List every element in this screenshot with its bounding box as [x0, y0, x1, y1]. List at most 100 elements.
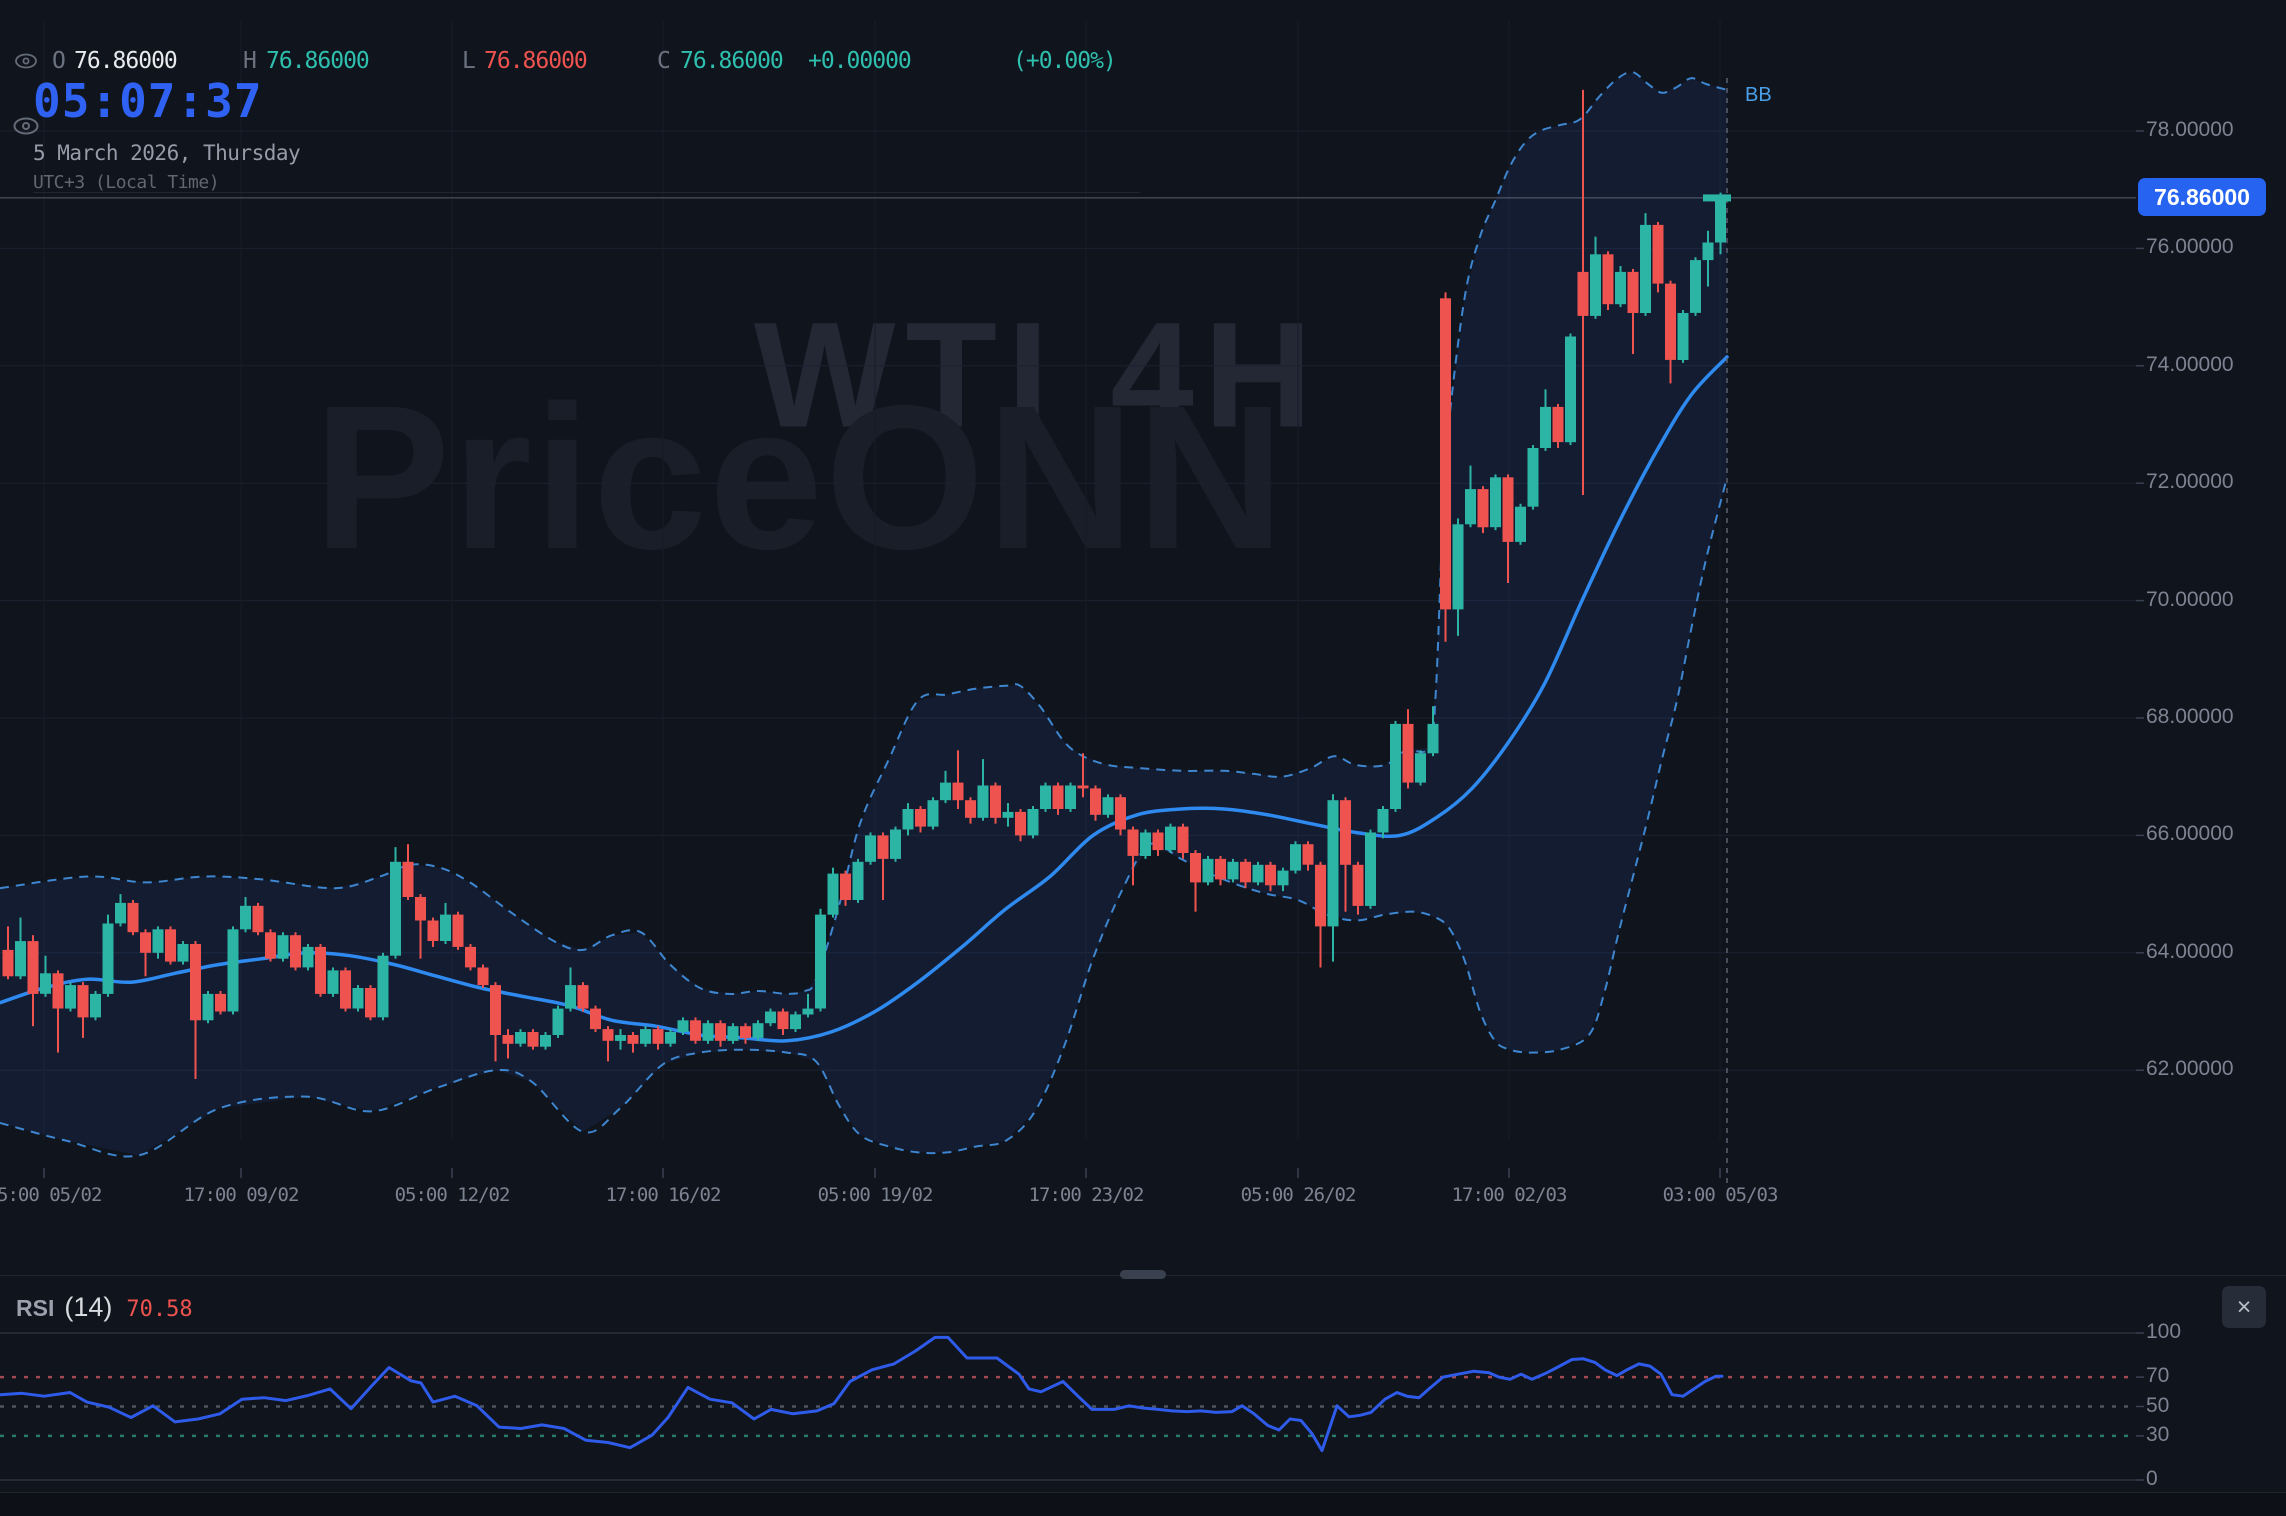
candle-body-up	[152, 929, 164, 953]
candle-body-up	[852, 861, 864, 900]
candle-body-up	[1527, 448, 1539, 507]
price-axis-label: 78.00000	[2146, 118, 2234, 141]
candle-body-down	[77, 985, 89, 1018]
clock-visibility-eye-icon[interactable]	[12, 115, 40, 142]
candle-body-up	[1490, 477, 1501, 528]
candle-body-up	[1227, 861, 1239, 880]
pane-resize-handle[interactable]	[1120, 1270, 1166, 1279]
bb-indicator-label: BB	[1745, 84, 1772, 106]
candle-body-up	[1677, 313, 1689, 360]
info-divider-line	[33, 192, 1140, 193]
candle-body-up	[1515, 506, 1526, 542]
candle-body-up	[1040, 785, 1051, 809]
change-percent-value: (+0.00%)	[1013, 48, 1117, 74]
price-axis-label: 66.00000	[2146, 822, 2234, 846]
low-value: 76.86000	[484, 48, 588, 74]
candle-body-up	[302, 946, 314, 968]
candle-body-up	[665, 1032, 676, 1044]
session-clock: 05:07:37	[33, 74, 263, 128]
candle-body-down	[627, 1035, 639, 1044]
candle-body-down	[590, 1008, 601, 1030]
candle-body-up	[677, 1020, 689, 1032]
candle-body-down	[1577, 271, 1589, 316]
candle-body-up	[102, 923, 114, 994]
last-close-tick	[1703, 194, 1731, 202]
candle-body-down	[340, 970, 351, 1009]
candle-body-up	[1065, 785, 1076, 809]
candle-body-down	[427, 920, 439, 941]
candle-body-down	[1302, 844, 1314, 865]
price-axis-label: 74.00000	[2146, 352, 2234, 376]
candle-body-down	[265, 932, 276, 959]
candle-body-down	[140, 932, 151, 953]
candle-body-down	[1240, 861, 1251, 883]
last-price-badge: 76.86000	[2138, 178, 2266, 216]
timezone-label: UTC+3 (Local Time)	[33, 172, 220, 193]
candle-body-down	[165, 929, 176, 962]
candle-body-up	[977, 785, 989, 818]
price-axis-label: 76.00000	[2146, 235, 2234, 259]
candle-body-up	[227, 929, 239, 1012]
candle-body-up	[540, 1035, 551, 1047]
candle-body-up	[865, 835, 876, 862]
rsi-close-button[interactable]: ×	[2222, 1286, 2266, 1328]
close-label: C	[657, 48, 671, 74]
candle-body-up	[752, 1023, 764, 1038]
candle-body-down	[452, 914, 464, 947]
candle-body-down	[1552, 406, 1564, 443]
candle-body-down	[402, 861, 414, 897]
candle-body-up	[640, 1029, 651, 1044]
candle-body-up	[1027, 809, 1039, 836]
price-axis-label: 62.00000	[2146, 1057, 2234, 1081]
candle-body-up	[565, 985, 576, 1009]
candle-body-down	[1215, 858, 1226, 880]
candle-body-up	[1390, 723, 1401, 809]
candle-body-down	[1090, 788, 1101, 815]
candle-body-up	[277, 935, 289, 959]
candle-body-down	[690, 1020, 701, 1041]
candle-body-up	[802, 1008, 814, 1015]
candle-body-up	[1702, 242, 1714, 261]
bb-upper-band	[0, 71, 1728, 995]
candle-body-up	[1565, 336, 1576, 443]
candle-body-down	[2, 949, 14, 977]
rsi-axis-label: 100	[2146, 1320, 2182, 1343]
candle-body-down	[1627, 271, 1639, 313]
candle-body-up	[202, 993, 214, 1021]
candle-body-up	[1427, 723, 1439, 754]
candle-body-up	[115, 902, 126, 924]
candle-body-down	[990, 785, 1001, 818]
candle-body-up	[90, 993, 101, 1018]
bb-lower-band	[0, 477, 1728, 1158]
candle-body-down	[1127, 829, 1139, 856]
candle-body-down	[1077, 785, 1089, 789]
time-axis-label: 05:00 05/02	[0, 1184, 102, 1206]
candle-body-down	[477, 967, 489, 986]
change-value: +0.00000	[808, 48, 912, 74]
candle-body-up	[927, 800, 939, 827]
candle-body-down	[577, 985, 589, 1009]
candle-body-up	[940, 782, 951, 801]
candle-body-up	[765, 1011, 776, 1024]
candle-body-down	[52, 973, 64, 1009]
candle-body-down	[290, 935, 301, 968]
candle-body-up	[1415, 753, 1426, 783]
candle-body-down	[952, 782, 964, 801]
bottom-toolbar-strip	[0, 1492, 2286, 1516]
candle-body-up	[240, 905, 251, 930]
watermark-brand: PriceONN	[313, 363, 1287, 592]
bb-band-fill	[0, 72, 1727, 1156]
open-label: O	[52, 48, 66, 74]
candle-body-up	[1690, 260, 1701, 313]
candle-body-up	[890, 829, 901, 859]
series-visibility-eye-icon[interactable]	[14, 50, 38, 76]
price-axis-label: 72.00000	[2146, 470, 2234, 494]
date-label: 5 March 2026, Thursday	[33, 141, 301, 165]
candle-body-up	[377, 955, 389, 1018]
candle-body-up	[727, 1026, 739, 1041]
candle-body-up	[40, 973, 51, 994]
candle-body-up	[815, 914, 826, 1009]
candle-body-down	[1652, 224, 1664, 284]
candle-body-down	[1152, 832, 1164, 851]
